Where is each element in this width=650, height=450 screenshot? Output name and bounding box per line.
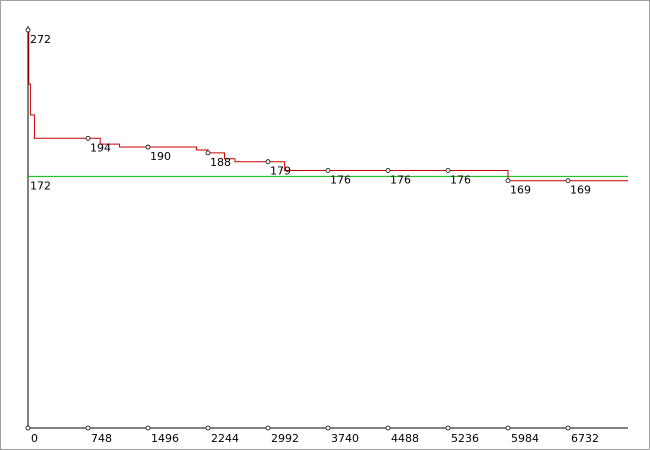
- data-label: 179: [270, 165, 291, 178]
- data-point-marker: [565, 178, 571, 184]
- series-step-line-0: [28, 29, 628, 182]
- x-tick-marker: [505, 425, 511, 431]
- data-label: 176: [390, 173, 411, 186]
- x-tick-marker: [205, 425, 211, 431]
- data-point-marker: [505, 178, 511, 184]
- data-label: 188: [210, 156, 231, 169]
- x-tick-label: 2992: [271, 432, 299, 445]
- x-tick-marker: [445, 425, 451, 431]
- x-tick-marker: [565, 425, 571, 431]
- x-tick-marker: [265, 425, 271, 431]
- x-tick-label: 3740: [331, 432, 359, 445]
- x-tick-label: 4488: [391, 432, 419, 445]
- x-tick-marker: [85, 425, 91, 431]
- data-label: 194: [90, 141, 111, 154]
- x-tick-label: 0: [31, 432, 38, 445]
- data-point-marker: [265, 159, 271, 165]
- data-point-marker: [85, 135, 91, 141]
- x-tick-label: 748: [91, 432, 112, 445]
- x-tick-label: 2244: [211, 432, 239, 445]
- data-point-marker: [325, 168, 331, 173]
- data-label: 176: [450, 173, 471, 186]
- data-point-marker: [385, 168, 391, 173]
- data-label: 190: [150, 150, 171, 163]
- x-tick-marker: [385, 425, 391, 431]
- x-tick-label: 5236: [451, 432, 479, 445]
- data-label: 176: [330, 173, 351, 186]
- data-point-marker: [205, 150, 211, 156]
- x-tick-label: 5984: [511, 432, 539, 445]
- data-label: 272: [30, 33, 51, 46]
- data-point-marker: [145, 144, 151, 150]
- x-tick-label: 1496: [151, 432, 179, 445]
- x-tick-label: 6732: [571, 432, 599, 445]
- data-label: 172: [30, 179, 51, 192]
- data-label: 169: [510, 184, 531, 197]
- x-tick-marker: [145, 425, 151, 431]
- data-point-marker: [25, 27, 31, 33]
- x-tick-marker: [325, 425, 331, 431]
- data-point-marker: [445, 168, 451, 173]
- data-label: 169: [570, 184, 591, 197]
- x-tick-marker: [25, 425, 31, 431]
